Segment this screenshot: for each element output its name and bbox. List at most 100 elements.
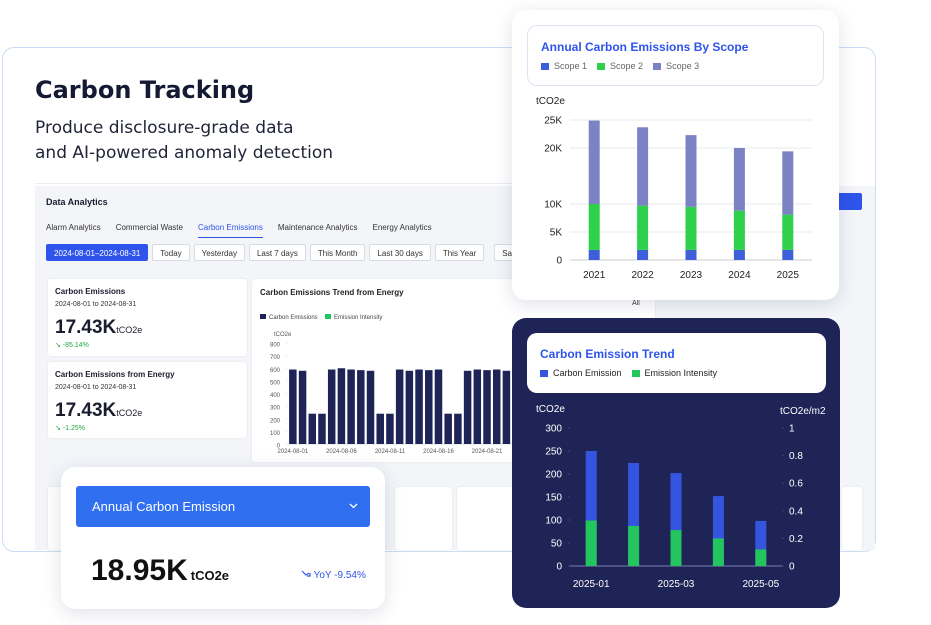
x-tick-label: 2024-08-06 [326,449,357,455]
down-arrow [301,570,311,577]
y-tick-label: 0.4 [789,506,803,517]
y-tick-label: 300 [545,424,562,435]
range-button[interactable]: This Month [309,244,366,261]
bar [712,496,724,566]
kpi-change-value: -1.25% [62,425,85,432]
y-tick-label: 150 [545,493,562,504]
card [457,487,517,550]
tab[interactable]: Carbon Emissions [197,223,263,238]
bar [733,148,745,211]
y-tick-label: 0 [277,444,281,450]
bar [637,205,649,250]
annual-value: 18.95K tCO2e [91,554,229,588]
bar [712,538,724,566]
x-tick-label: 2023 [680,270,703,281]
x-tick-label: 2025-01 [573,579,610,590]
range-button[interactable]: Today [152,244,190,261]
legend-item: Scope 3 [653,61,699,71]
tab[interactable]: Commercial Waste [115,223,183,232]
y-tick-label: 50 [551,539,563,550]
legend-swatch [597,63,606,70]
annual-unit: tCO2e [190,568,230,583]
yoy-value: YoY -9.54% [313,570,366,581]
tab[interactable]: Maintenance Analytics [277,223,358,232]
bar [585,520,597,566]
y-tick-label: 100 [270,431,281,437]
yoy: YoY -9.54% [301,570,366,581]
trend-chart: Carbon Emissions Trend from Energy All Car… [260,288,640,455]
x-tick-label: 2024-08-11 [375,449,406,455]
kpi-title: Carbon Emissions [55,287,126,296]
y2-axis-label: tCO2e/m2 [780,406,826,417]
range-button[interactable]: This Year [434,244,485,261]
x-tick-label: 2022 [631,270,654,281]
range-button[interactable]: Last 30 days [369,244,431,261]
action-button[interactable] [835,193,862,210]
bar [444,413,452,444]
y-tick-label: 0.2 [789,534,803,545]
legend-swatch [260,314,266,319]
bar [502,370,511,444]
x-tick-label: 2024-08-16 [423,449,454,455]
bar [628,525,640,566]
kpi-value: 17.43KtCO2e [55,317,142,339]
date-picker[interactable]: 2024-08-01–2024-08-31 [46,244,149,261]
y-tick-label: 1 [789,424,795,435]
annual-card: Annual Carbon Emission 18.95K tCO2e YoY -… [61,467,385,609]
tab[interactable]: Alarm Analytics [46,223,101,232]
legend: Carbon Emission Emission Intensity [540,368,717,378]
bar [733,210,745,250]
legend-label: Scope 1 [554,61,588,71]
bar [386,413,394,444]
bar [415,369,423,444]
x-tick-label: 2025-03 [658,579,695,590]
bar [454,413,462,444]
tab[interactable]: Energy Analytics [372,223,432,232]
y-tick-label: 100 [545,516,562,527]
kpi-title: Carbon Emissions from Energy [55,370,175,379]
bar [782,249,794,260]
y-tick-label: 20K [544,144,562,155]
bar [347,369,355,444]
y-tick-label: 250 [545,447,562,458]
y-tick-label: 5K [550,228,563,239]
bar [755,520,767,566]
kpi-number: 17.43K [55,400,117,421]
chart-title: Carbon Emission Trend [540,347,675,361]
annual-number: 18.95K [91,554,188,587]
kpi-change-value: -85.14% [62,342,89,349]
x-tick-label: 2021 [583,270,606,281]
kpi-unit: tCO2e [116,325,143,335]
y-tick-label: 500 [270,380,281,386]
range-button[interactable]: Yesterday [193,244,245,261]
chart-title: Carbon Emissions Trend from Energy [260,288,404,297]
kpi-period: 2024-08-01 to 2024-08-31 [55,384,137,391]
kpi-change: ↘ -85.14% [55,342,89,349]
legend-item: Emission Intensity [631,368,717,378]
y-tick-label: 0 [789,562,795,573]
bar [637,249,649,260]
page-title: Carbon Tracking [35,76,255,104]
y-tick-label: 200 [545,470,562,481]
y-tick-label: 10K [544,200,562,211]
divider [35,183,515,184]
range-button[interactable]: Last 7 days [248,244,306,261]
bar [298,370,307,444]
x-tick-label: 2024-08-21 [472,449,503,455]
subtitle: Produce disclosure-grade data [35,118,294,138]
bar [733,249,745,260]
kpi-unit: tCO2e [116,408,143,418]
legend-label: Carbon Emission [553,368,622,378]
kpi-card: Carbon Emissions 2024-08-01 to 2024-08-3… [48,279,247,356]
selector[interactable]: Annual Carbon Emission [76,486,370,527]
tabs: Alarm Analytics Commercial Waste Carbon Em… [46,223,432,238]
x-tick-label: 2025-05 [742,579,779,590]
legend-label: Scope 3 [666,61,700,71]
legend-item: Scope 1 [541,61,587,71]
bar [588,204,600,250]
bar [376,413,384,444]
scope-chart: 0 5K 10K 20K 25K tCO2e 2021 2022 2023 2024 2025 [536,96,812,281]
bar [405,370,414,444]
legend-label: Emission Intensity [334,315,382,321]
kpi-card: Carbon Emissions from Energy 2024-08-01 … [48,362,247,438]
